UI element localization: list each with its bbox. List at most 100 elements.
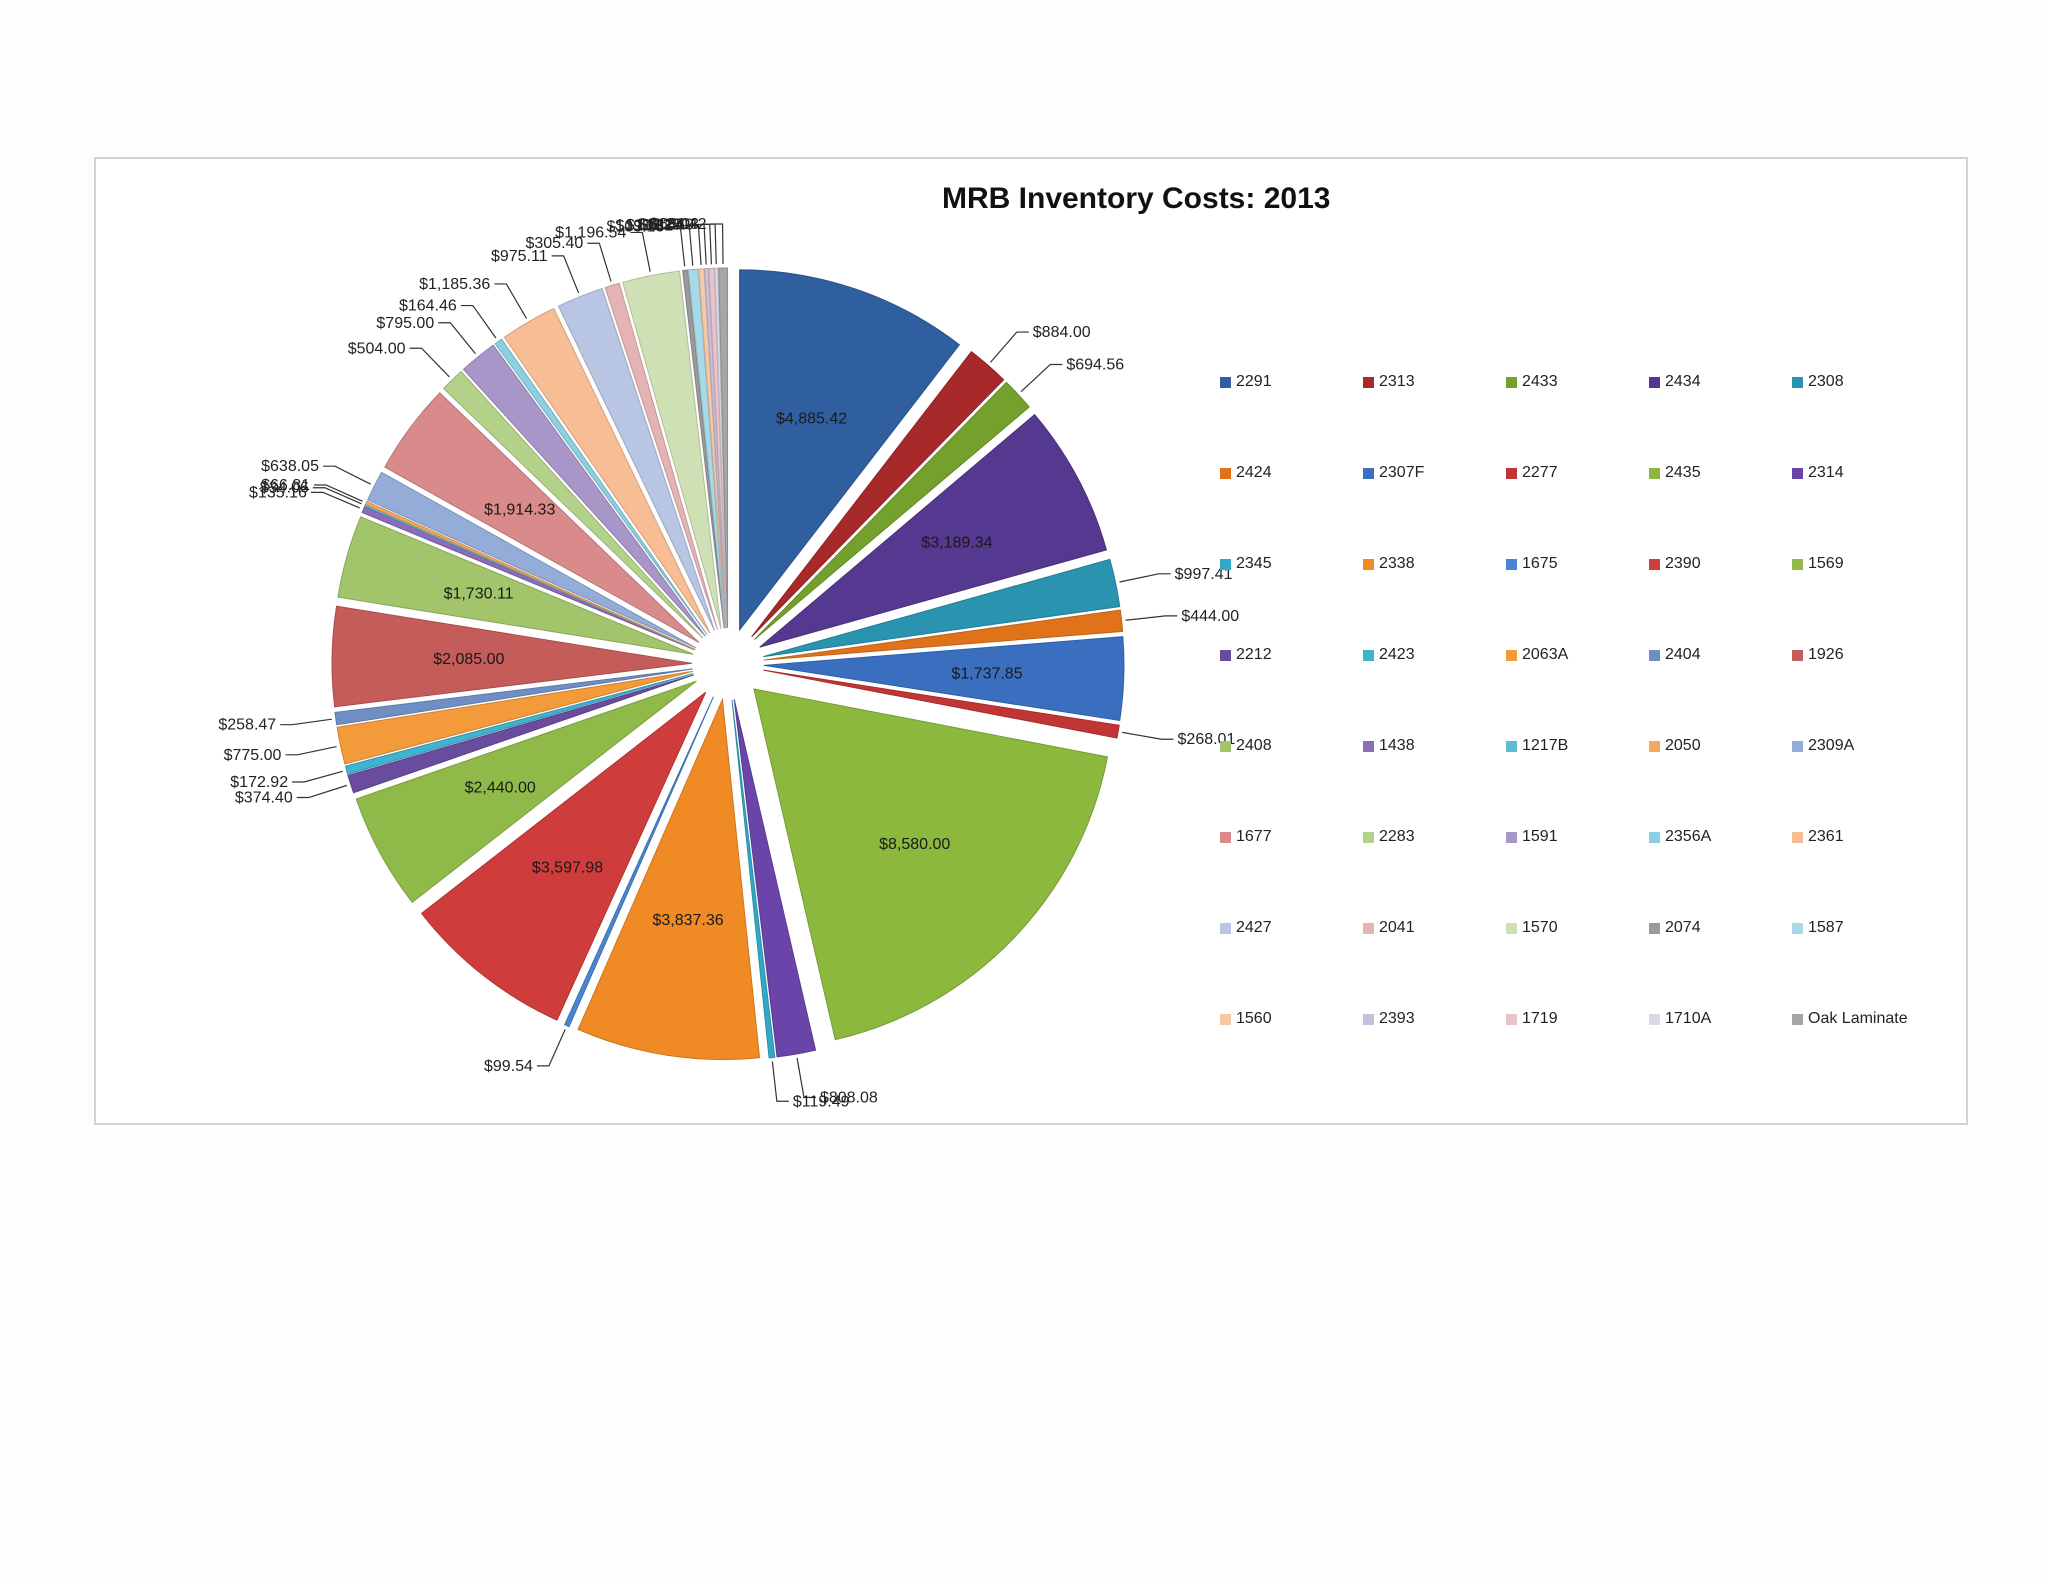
legend-item-2433: 2433 bbox=[1506, 373, 1558, 391]
pie-slice-2307f bbox=[763, 636, 1125, 722]
pie-slice-2041 bbox=[604, 282, 718, 630]
legend-swatch bbox=[1363, 1013, 1374, 1025]
legend-swatch bbox=[1220, 558, 1231, 570]
data-label-1677: $1,914.33 bbox=[484, 502, 555, 519]
legend-label: 1217B bbox=[1522, 737, 1569, 754]
leader-line-2424 bbox=[1125, 615, 1178, 621]
legend-swatch bbox=[1649, 831, 1660, 843]
leader-line-1675 bbox=[536, 1029, 566, 1067]
legend-item-2309a: 2309A bbox=[1792, 737, 1854, 755]
legend-label: 1677 bbox=[1236, 828, 1272, 845]
legend-label: 2309A bbox=[1808, 737, 1855, 754]
legend-label: 2050 bbox=[1665, 737, 1701, 754]
legend-swatch bbox=[1506, 1013, 1517, 1025]
legend-label: Oak Laminate bbox=[1808, 1010, 1908, 1027]
pie-slice-2291 bbox=[739, 269, 961, 632]
legend-label: 2041 bbox=[1379, 919, 1415, 936]
data-label-2435: $8,580.00 bbox=[879, 836, 950, 853]
legend-item-2074: 2074 bbox=[1649, 919, 1701, 937]
leader-line-2314 bbox=[796, 1057, 816, 1098]
legend-swatch bbox=[1649, 376, 1660, 388]
pie-slice-2309a bbox=[366, 471, 697, 649]
leader-line-1217b bbox=[312, 487, 362, 505]
data-label-2309a: $638.05 bbox=[261, 458, 319, 475]
legend-swatch bbox=[1649, 649, 1660, 661]
legend-swatch bbox=[1220, 740, 1231, 752]
legend-item-2307f: 2307F bbox=[1363, 464, 1424, 482]
legend-swatch bbox=[1220, 922, 1231, 934]
legend-item-2434: 2434 bbox=[1649, 373, 1701, 391]
legend-label: 2283 bbox=[1379, 828, 1415, 845]
legend-item-1591: 1591 bbox=[1506, 828, 1558, 846]
legend-swatch bbox=[1506, 467, 1517, 479]
legend-item-2314: 2314 bbox=[1792, 464, 1844, 482]
legend-swatch bbox=[1649, 1013, 1660, 1025]
legend-item-1719: 1719 bbox=[1506, 1010, 1558, 1028]
legend-swatch bbox=[1792, 740, 1803, 752]
pie-slice-1570 bbox=[622, 270, 722, 629]
data-label-1710a: $68.03 bbox=[650, 216, 699, 233]
legend-label: 2356A bbox=[1665, 828, 1712, 845]
leader-line-2356a bbox=[460, 304, 497, 339]
legend-swatch bbox=[1792, 922, 1803, 934]
legend-item-2435: 2435 bbox=[1649, 464, 1701, 482]
legend-label: 2345 bbox=[1236, 555, 1272, 572]
legend-swatch bbox=[1792, 831, 1803, 843]
legend-label: 2404 bbox=[1665, 646, 1701, 663]
legend-swatch bbox=[1363, 467, 1374, 479]
legend-label: 2063A bbox=[1522, 646, 1569, 663]
legend-label: 1719 bbox=[1522, 1010, 1558, 1027]
legend-item-1560: 1560 bbox=[1220, 1010, 1272, 1028]
data-label-1675: $99.54 bbox=[484, 1058, 533, 1075]
data-label-2408: $1,730.11 bbox=[444, 586, 514, 603]
pie-slice-2313 bbox=[751, 350, 1005, 638]
pie-slice-1710a bbox=[714, 267, 728, 629]
legend-swatch bbox=[1792, 1013, 1803, 1025]
data-label-2434: $3,189.34 bbox=[921, 535, 992, 552]
legend-swatch bbox=[1220, 1013, 1231, 1025]
legend: 2291 2313 2433 2434 2308 2424 2307F 2277 2435 231… bbox=[1220, 373, 1950, 1073]
legend-swatch bbox=[1649, 740, 1660, 752]
data-label-1587: $199.31 bbox=[615, 218, 673, 235]
leader-line-2283 bbox=[409, 347, 450, 378]
data-label-2390: $3,597.98 bbox=[532, 860, 603, 877]
legend-label: 1569 bbox=[1808, 555, 1844, 572]
data-label-1591: $795.00 bbox=[376, 315, 434, 332]
pie-slice-2277 bbox=[763, 669, 1120, 739]
legend-swatch bbox=[1220, 467, 1231, 479]
pie-slice-1587 bbox=[687, 268, 726, 629]
data-label-2427: $975.11 bbox=[491, 248, 548, 265]
leader-line-1587 bbox=[677, 225, 694, 266]
legend-swatch bbox=[1220, 831, 1231, 843]
legend-item-1677: 1677 bbox=[1220, 828, 1272, 846]
pie-slice-1591 bbox=[462, 344, 706, 637]
data-label-2423: $172.92 bbox=[230, 774, 288, 791]
legend-item-oak-laminate: Oak Laminate bbox=[1792, 1010, 1908, 1028]
pie-slice-2408 bbox=[337, 516, 694, 655]
legend-item-2393: 2393 bbox=[1363, 1010, 1415, 1028]
legend-item-2283: 2283 bbox=[1363, 828, 1415, 846]
legend-item-2212: 2212 bbox=[1220, 646, 1272, 664]
legend-label: 2361 bbox=[1808, 828, 1844, 845]
data-label-2338: $3,837.36 bbox=[652, 912, 723, 929]
legend-item-1675: 1675 bbox=[1506, 555, 1558, 573]
legend-swatch bbox=[1506, 831, 1517, 843]
legend-swatch bbox=[1220, 649, 1231, 661]
legend-swatch bbox=[1506, 922, 1517, 934]
data-label-1719: $112.50 bbox=[637, 216, 694, 233]
leader-line-2361 bbox=[494, 283, 527, 319]
data-label-1560: $110.27 bbox=[626, 217, 683, 234]
leader-line-2050 bbox=[314, 484, 363, 502]
leader-line-2063a bbox=[285, 745, 337, 756]
legend-label: 1675 bbox=[1522, 555, 1558, 572]
data-label-1217b: $34.06 bbox=[260, 480, 309, 497]
legend-swatch bbox=[1649, 467, 1660, 479]
legend-item-2361: 2361 bbox=[1792, 828, 1844, 846]
legend-label: 1560 bbox=[1236, 1010, 1272, 1027]
data-label-2433: $694.56 bbox=[1066, 356, 1124, 373]
legend-item-1438: 1438 bbox=[1363, 737, 1415, 755]
legend-label: 2427 bbox=[1236, 919, 1272, 936]
pie-slice-1926 bbox=[331, 605, 693, 708]
data-label-1438: $135.16 bbox=[249, 484, 307, 501]
